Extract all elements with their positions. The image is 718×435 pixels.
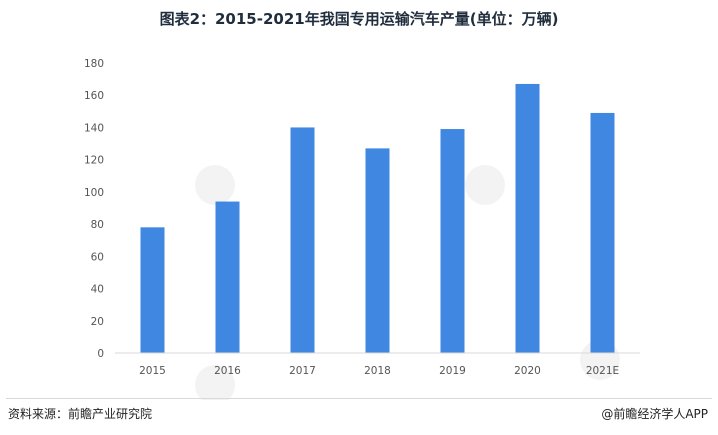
chart-title: 图表2：2015-2021年我国专用运输汽车产量(单位：万辆) xyxy=(159,10,559,28)
watermark-logo xyxy=(195,365,235,400)
bar-2020 xyxy=(515,83,540,353)
y-tick-label: 120 xyxy=(84,155,104,167)
x-tick-label: 2018 xyxy=(364,365,391,377)
x-tick-label: 2016 xyxy=(214,365,241,377)
y-tick-label: 40 xyxy=(91,284,104,296)
bar-chart: 0 20 40 60 80 100 120 140 160 180 2015 2016 2017 201… xyxy=(84,58,640,400)
bar-2019 xyxy=(440,129,465,353)
y-tick-label: 20 xyxy=(91,316,104,328)
y-tick-label: 60 xyxy=(91,251,104,263)
credit-note: @前瞻经济学人APP xyxy=(601,407,708,421)
bar-2015 xyxy=(140,227,165,353)
x-tick-label: 2021E xyxy=(586,365,619,377)
bar-2016 xyxy=(215,201,240,353)
watermark-logo xyxy=(195,165,235,205)
x-tick-label: 2015 xyxy=(139,365,166,377)
y-tick-label: 180 xyxy=(84,58,104,70)
source-note: 资料来源：前瞻产业研究院 xyxy=(8,407,153,421)
bar-2017 xyxy=(290,127,315,353)
x-tick-label: 2017 xyxy=(289,365,316,377)
y-tick-label: 0 xyxy=(97,348,104,360)
x-tick-label: 2020 xyxy=(514,365,541,377)
y-tick-label: 140 xyxy=(84,122,104,134)
x-tick-label: 2019 xyxy=(439,365,466,377)
footer-divider xyxy=(6,398,712,399)
y-tick-label: 100 xyxy=(84,187,104,199)
watermark-layer xyxy=(195,165,620,400)
watermark-logo xyxy=(465,165,505,205)
bar-2018 xyxy=(365,148,390,353)
y-tick-label: 160 xyxy=(84,90,104,102)
bar-2021E xyxy=(590,112,615,353)
y-tick-label: 80 xyxy=(91,219,104,231)
